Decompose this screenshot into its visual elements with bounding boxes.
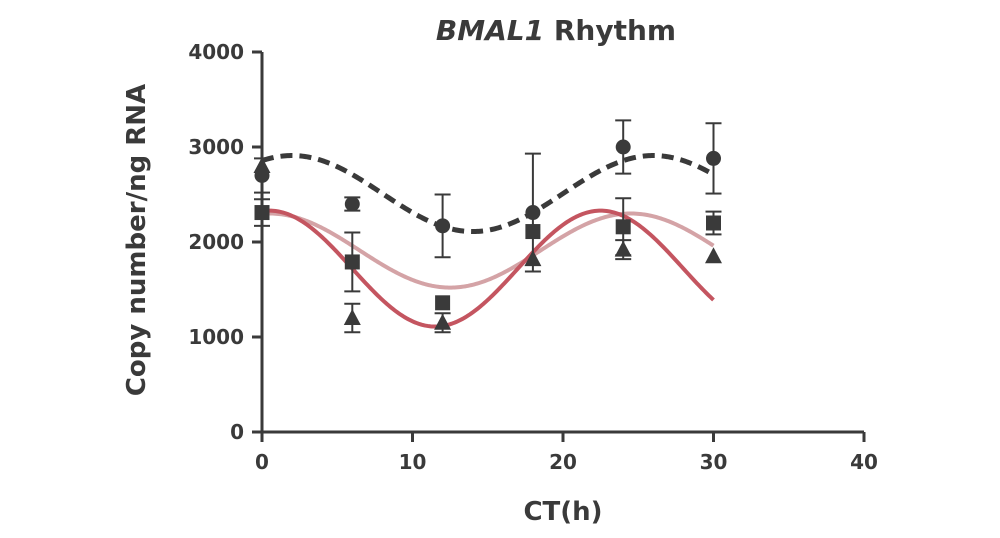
x-tick-label: 20 — [549, 450, 577, 474]
circle-point — [706, 150, 721, 166]
triangle-point — [434, 313, 452, 330]
y-axis-label: Copy number/ng RNA — [122, 84, 152, 396]
triangle-point — [524, 250, 542, 267]
x-tick-label: 40 — [850, 450, 878, 474]
circle-point — [435, 218, 451, 234]
x-tick-label: 10 — [399, 450, 427, 474]
square-point — [344, 254, 360, 270]
circle-fit-curve — [261, 153, 715, 235]
x-tick-label: 0 — [255, 450, 269, 474]
red-fit-curve — [261, 208, 715, 329]
x-ticks: 0 10 20 30 40 — [255, 432, 878, 474]
circle-point — [344, 196, 360, 212]
square-point — [706, 215, 721, 231]
data-markers — [253, 139, 722, 330]
y-ticks: 0 1000 2000 3000 4000 — [188, 40, 262, 444]
x-tick-label: 30 — [700, 450, 728, 474]
y-tick-label: 2000 — [188, 230, 244, 254]
y-tick-label: 0 — [230, 420, 244, 444]
triangle-point — [614, 240, 632, 257]
y-tick-label: 3000 — [188, 135, 244, 159]
square-point — [525, 224, 541, 240]
chart-title-italic: BMAL1 — [436, 14, 544, 47]
triangle-point — [705, 247, 722, 264]
chart-title-rest: Rhythm — [544, 14, 676, 47]
y-tick-label: 1000 — [188, 325, 244, 349]
chart-title: BMAL1 Rhythm — [436, 14, 676, 47]
square-fit-curve — [261, 211, 715, 290]
fit-curves — [261, 153, 715, 329]
circle-point — [525, 205, 541, 221]
x-axis-label: CT(h) — [523, 497, 602, 527]
triangle-point — [343, 309, 361, 325]
y-tick-label: 4000 — [188, 40, 244, 64]
circle-point — [615, 139, 631, 155]
square-point — [615, 219, 631, 235]
square-point — [435, 295, 451, 311]
